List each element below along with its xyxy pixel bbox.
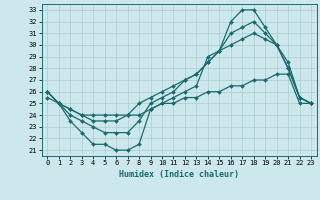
X-axis label: Humidex (Indice chaleur): Humidex (Indice chaleur) xyxy=(119,170,239,179)
